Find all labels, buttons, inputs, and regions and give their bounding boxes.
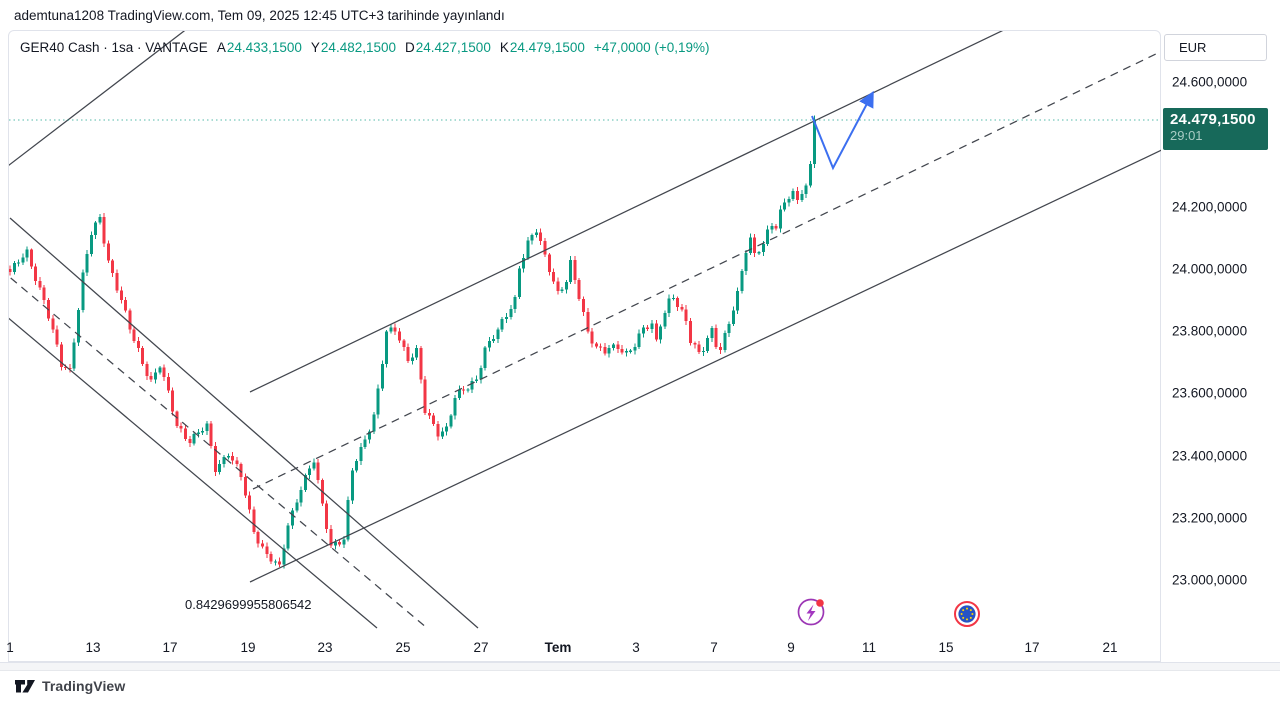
ascending-channel-upper[interactable] bbox=[249, 27, 1010, 393]
last-price-value: 24.479,1500 bbox=[1170, 111, 1256, 128]
tradingview-brand-text: TradingView bbox=[42, 678, 126, 694]
symbol-title[interactable]: GER40 Cash · 1sa · VANTAGE bbox=[20, 40, 208, 55]
price-tick-label: 24.000,0000 bbox=[1172, 261, 1248, 277]
price-tick-label: 24.600,0000 bbox=[1172, 74, 1248, 90]
fib-level-label[interactable]: 0.8429699955806542 bbox=[185, 597, 312, 612]
descending-channel-mid[interactable] bbox=[0, 269, 428, 629]
time-tick-label: 15 bbox=[938, 640, 954, 655]
time-tick-label: Tem bbox=[544, 640, 572, 655]
price-tick-label: 23.000,0000 bbox=[1172, 572, 1248, 588]
time-tick-label: 21 bbox=[1102, 640, 1118, 655]
economic-event-eu-flag-icon[interactable] bbox=[952, 599, 982, 629]
descending-channel-upper[interactable] bbox=[9, 217, 479, 629]
time-tick-label: 11 bbox=[861, 640, 877, 655]
legend-ohlc-pair: K 24.479,1500 bbox=[499, 40, 585, 55]
ascending-channel-mid[interactable] bbox=[252, 51, 1161, 490]
time-tick-label: 27 bbox=[473, 640, 489, 655]
time-tick-label: 13 bbox=[85, 640, 101, 655]
currency-text: EUR bbox=[1179, 40, 1207, 55]
projection-arrow[interactable] bbox=[811, 90, 874, 171]
descending-channel-lower[interactable] bbox=[0, 311, 378, 629]
price-tick-label: 24.200,0000 bbox=[1172, 199, 1248, 214]
legend-ohlc-pair: D 24.427,1500 bbox=[405, 40, 491, 55]
left-trendline[interactable] bbox=[0, 28, 188, 172]
ascending-channel-lower[interactable] bbox=[249, 148, 1166, 583]
time-tick-label: 7 bbox=[710, 640, 718, 655]
legend-ohlc-pair: A 24.433,1500 bbox=[216, 40, 302, 55]
economic-event-lightning-icon[interactable] bbox=[794, 594, 830, 630]
price-tick-label: 23.200,0000 bbox=[1172, 510, 1248, 526]
symbol-legend: GER40 Cash · 1sa · VANTAGE A 24.433,1500 Y… bbox=[20, 40, 710, 55]
time-tick-label: 1 bbox=[6, 640, 14, 655]
time-tick-label: 19 bbox=[240, 640, 256, 655]
time-tick-label: 17 bbox=[1024, 640, 1040, 655]
drawings-layer[interactable] bbox=[0, 27, 1166, 629]
price-tick-label: 23.600,0000 bbox=[1172, 385, 1248, 401]
price-tick-label: 23.800,0000 bbox=[1172, 323, 1248, 339]
time-tick-label: 9 bbox=[787, 640, 795, 655]
legend-ohlc-values: A 24.433,1500 Y 24.482,1500 D 24.427,1500 K 24.… bbox=[217, 40, 585, 55]
currency-label[interactable]: EUR bbox=[1164, 34, 1267, 61]
last-price-badge[interactable]: 24.479,1500 29:01 bbox=[1163, 108, 1268, 150]
time-tick-label: 3 bbox=[632, 640, 640, 655]
time-tick-label: 25 bbox=[395, 640, 411, 655]
legend-ohlc-pair: Y 24.482,1500 bbox=[310, 40, 396, 55]
legend-change: +47,0000 (+0,19%) bbox=[593, 40, 710, 55]
time-tick-label: 23 bbox=[317, 640, 333, 655]
candles-layer bbox=[9, 115, 817, 569]
time-tick-label: 17 bbox=[162, 640, 178, 655]
publish-header: ademtuna1208 TradingView.com, Tem 09, 20… bbox=[14, 8, 505, 23]
tradingview-logo-icon bbox=[15, 680, 35, 693]
bar-countdown: 29:01 bbox=[1170, 128, 1203, 143]
time-axis-separator bbox=[0, 662, 1280, 671]
chart-plot-frame bbox=[8, 30, 1161, 662]
tradingview-footer-logo[interactable]: TradingView bbox=[14, 677, 125, 695]
price-tick-label: 23.400,0000 bbox=[1172, 448, 1248, 463]
